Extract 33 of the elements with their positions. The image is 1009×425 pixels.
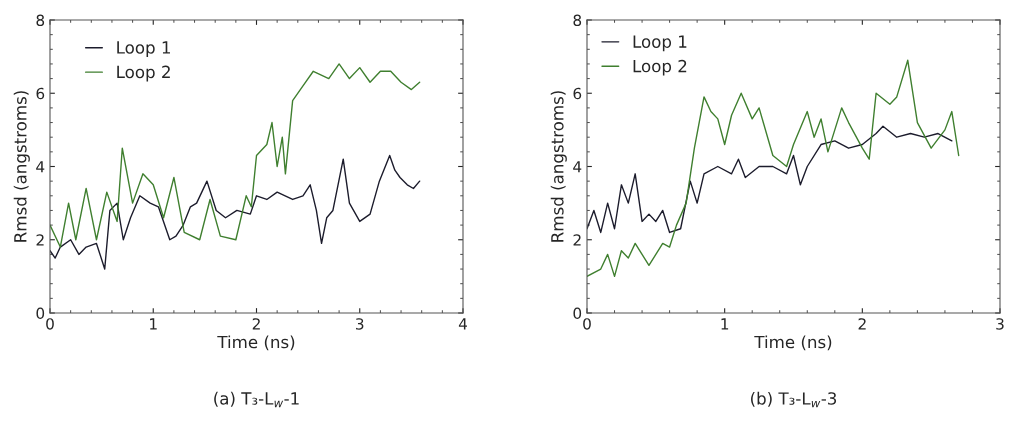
x-tick-label: 1 xyxy=(150,318,157,330)
x-tick-label: 1 xyxy=(721,318,729,330)
y-tick-label: 6 xyxy=(36,87,45,100)
y-tick-label: 2 xyxy=(36,234,44,246)
line-series xyxy=(587,125,953,234)
x-axis-title: Time (ns) xyxy=(754,335,832,351)
y-tick-label: 4 xyxy=(573,161,582,173)
legend-label: Loop 1 xyxy=(117,41,170,57)
text: (a) T₃-L$_{w}$-1 xyxy=(214,391,299,408)
x-tick-label: 4 xyxy=(458,318,467,330)
x-axis-title: Time (ns) xyxy=(217,335,295,351)
y-tick-label: 0 xyxy=(36,307,45,320)
line-series xyxy=(50,154,421,270)
legend-label: Loop 2 xyxy=(117,65,170,82)
line-series xyxy=(587,59,960,278)
legend-label: Loop 2 xyxy=(633,59,687,76)
y-tick-label: 2 xyxy=(573,234,581,246)
y-tick-label: 6 xyxy=(573,87,582,100)
y-tick-label: 8 xyxy=(573,14,582,27)
x-tick-label: 0 xyxy=(46,318,54,330)
x-tick-label: 2 xyxy=(858,318,866,330)
x-tick-label: 2 xyxy=(252,318,260,330)
y-tick-label: 0 xyxy=(573,307,582,320)
y-tick-label: 4 xyxy=(36,161,45,173)
x-tick-label: 3 xyxy=(996,318,1004,330)
legend-label: Loop 1 xyxy=(633,35,687,52)
text: (b) T₃-L$_{w}$-3 xyxy=(751,391,837,408)
y-axis-title: Rmsd (angstroms) xyxy=(550,91,567,242)
line-series xyxy=(50,63,421,248)
x-tick-label: 0 xyxy=(583,318,591,330)
y-tick-label: 8 xyxy=(36,14,45,27)
x-tick-label: 3 xyxy=(356,318,364,330)
y-axis-title: Rmsd (angstroms) xyxy=(13,91,30,242)
